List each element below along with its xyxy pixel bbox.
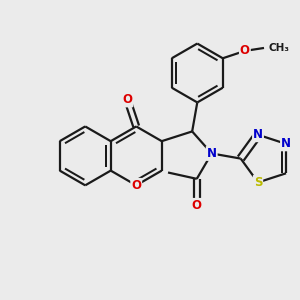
Text: O: O: [192, 199, 202, 212]
Text: O: O: [122, 93, 132, 106]
Text: CH₃: CH₃: [268, 43, 290, 53]
Text: S: S: [254, 176, 262, 189]
Text: O: O: [240, 44, 250, 57]
Text: O: O: [131, 179, 141, 192]
Text: N: N: [253, 128, 263, 141]
Text: N: N: [207, 147, 217, 160]
Text: N: N: [281, 137, 291, 150]
